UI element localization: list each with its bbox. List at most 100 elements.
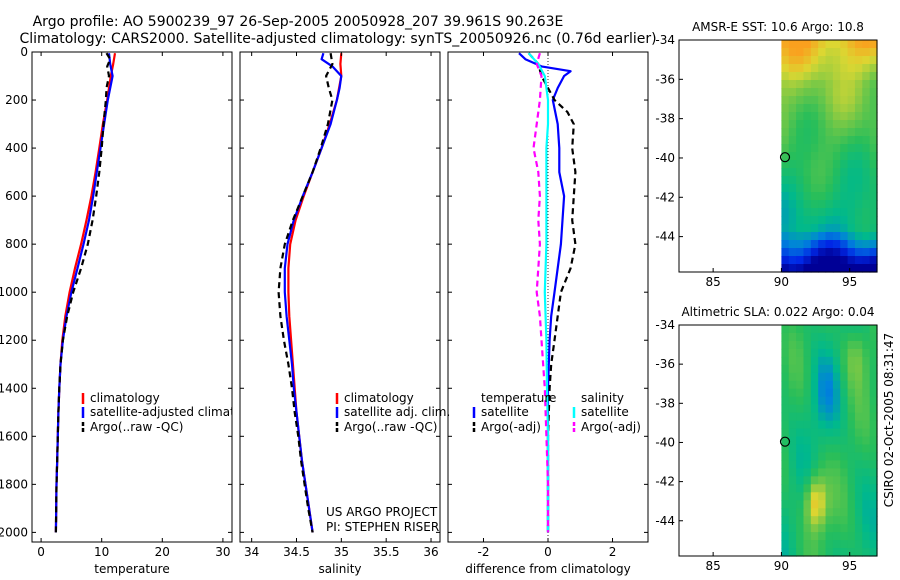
field-cell-sst — [781, 160, 790, 169]
field-cell-sst — [832, 240, 841, 249]
field-cell-sst — [840, 176, 849, 185]
field-cell-sla — [862, 460, 871, 469]
field-cell-sst — [869, 40, 878, 49]
field-cell-sla — [869, 325, 878, 334]
field-cell-sla — [803, 476, 812, 485]
field-cell-sla — [810, 364, 819, 374]
field-cell-sla — [840, 548, 849, 557]
field-cell-sst — [862, 120, 871, 129]
field-cell-sst — [796, 264, 805, 273]
argo-float-marker-sla — [779, 436, 791, 447]
field-cell-sla — [854, 340, 863, 350]
field-cell-sla — [803, 484, 812, 493]
field-cell-sla — [781, 388, 790, 398]
field-cell-sst — [788, 232, 797, 241]
field-cell-sst — [781, 56, 790, 65]
field-cell-sla — [788, 412, 797, 422]
field-cell-sst — [796, 104, 805, 113]
field-cell-sst — [781, 136, 790, 145]
field-cell-sla — [825, 484, 834, 493]
side-caption: CSIRO 02-Oct-2005 08:31:47 — [882, 333, 896, 507]
field-cell-sla — [803, 388, 812, 398]
field-cell-sst — [781, 144, 790, 153]
series-diff-0 — [518, 52, 572, 533]
field-cell-sst — [810, 96, 819, 105]
field-cell-sst — [862, 88, 871, 97]
field-cell-sla — [869, 356, 878, 366]
field-cell-sst — [803, 48, 812, 57]
field-cell-sla — [781, 524, 790, 533]
series-diff-3 — [532, 52, 550, 533]
field-cell-sla — [847, 524, 856, 533]
field-cell-sst — [854, 176, 863, 185]
field-cell-sla — [869, 380, 878, 390]
field-cell-sla — [862, 428, 871, 438]
field-cell-sst — [854, 72, 863, 81]
field-cell-sla — [818, 348, 827, 358]
field-cell-sla — [840, 468, 849, 477]
field-cell-sla — [847, 460, 856, 469]
field-cell-sla — [825, 356, 834, 366]
field-cell-sla — [840, 380, 849, 390]
field-cell-sla — [847, 492, 856, 501]
field-cell-sst — [847, 64, 856, 73]
field-cell-sla — [862, 348, 871, 358]
field-cell-sla — [803, 364, 812, 374]
field-cell-sst — [847, 168, 856, 177]
field-cell-sla — [788, 396, 797, 406]
map-y-tick-label-sla: -36 — [655, 357, 675, 371]
field-cell-sla — [803, 492, 812, 501]
field-cell-sst — [825, 136, 834, 145]
field-cell-sla — [781, 508, 790, 517]
field-cell-sst — [825, 80, 834, 89]
legend-diff-temp-satellite-label: satellite — [481, 405, 529, 419]
field-cell-sst — [825, 192, 834, 201]
field-cell-sst — [818, 136, 827, 145]
field-cell-sla — [810, 420, 819, 430]
field-cell-sst — [847, 256, 856, 265]
field-cell-sla — [862, 468, 871, 477]
field-cell-sla — [796, 492, 805, 501]
field-cell-sla — [788, 388, 797, 398]
field-cell-sst — [781, 240, 790, 249]
field-cell-sst — [803, 232, 812, 241]
field-cell-sst — [854, 136, 863, 145]
field-cell-sst — [796, 200, 805, 209]
field-cell-sst — [825, 264, 834, 273]
field-cell-sst — [869, 144, 878, 153]
field-cell-sla — [803, 468, 812, 477]
field-cell-sst — [818, 256, 827, 265]
field-cell-sst — [862, 216, 871, 225]
map-y-tick-label-sla: -34 — [655, 318, 675, 332]
field-cell-sst — [803, 96, 812, 105]
field-cell-sla — [832, 325, 841, 334]
field-cell-sla — [781, 380, 790, 390]
field-cell-sla — [803, 436, 812, 446]
field-cell-sst — [818, 160, 827, 169]
field-cell-sla — [803, 325, 812, 334]
field-cell-sst — [818, 176, 827, 185]
series-temp-1 — [54, 53, 114, 533]
field-cell-sst — [832, 120, 841, 129]
field-cell-sla — [854, 372, 863, 382]
field-cell-sst — [818, 200, 827, 209]
field-cell-sla — [796, 348, 805, 358]
field-cell-sst — [825, 168, 834, 177]
field-cell-sst — [818, 248, 827, 257]
field-cell-sla — [796, 500, 805, 509]
field-cell-sla — [840, 412, 849, 422]
field-cell-sla — [840, 420, 849, 430]
field-cell-sst — [818, 192, 827, 201]
field-cell-sst — [854, 152, 863, 161]
field-cell-sla — [825, 348, 834, 358]
field-cell-sla — [781, 484, 790, 493]
field-cell-sla — [854, 380, 863, 390]
legend-sal-argo-label: Argo(..raw -QC) — [344, 420, 437, 434]
map-y-tick-label-sst: -44 — [655, 230, 675, 244]
field-cell-sla — [818, 420, 827, 430]
field-cell-sla — [796, 380, 805, 390]
field-cell-sst — [854, 120, 863, 129]
field-cell-sla — [832, 364, 841, 374]
field-cell-sst — [796, 208, 805, 217]
field-cell-sla — [796, 332, 805, 342]
